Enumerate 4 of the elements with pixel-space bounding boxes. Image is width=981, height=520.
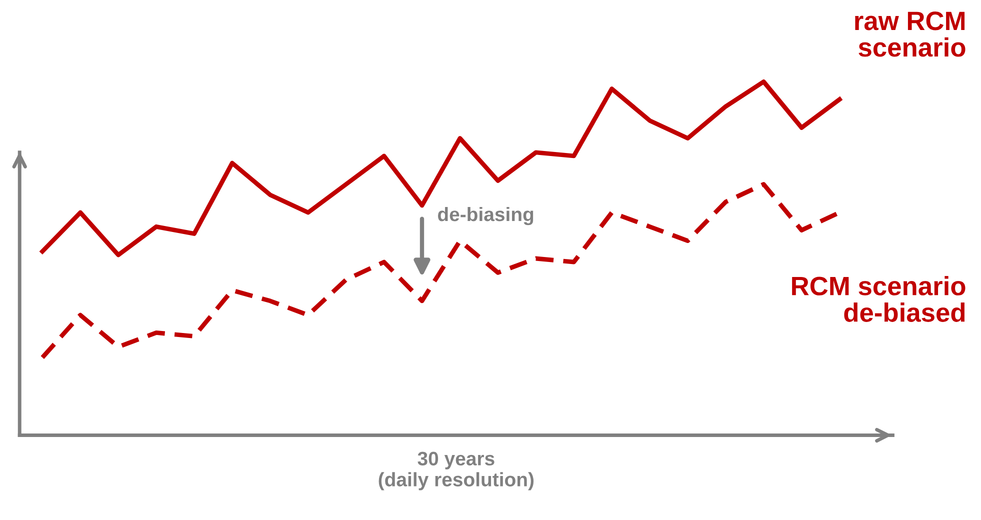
series-label: raw RCM scenario (855, 12, 966, 57)
annotation: de-biasing (438, 206, 534, 226)
series-label: RCM scenario de-biased (792, 276, 966, 322)
x-axis-title: 30 years (daily resolution) (378, 452, 534, 490)
